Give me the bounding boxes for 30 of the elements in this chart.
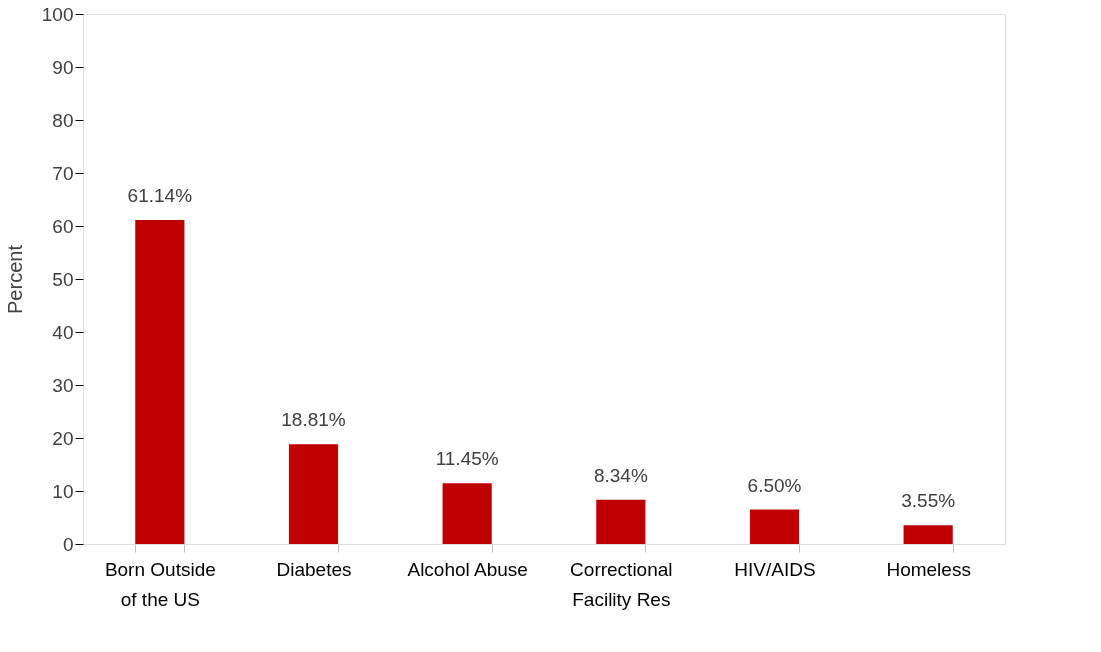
y-tick-label: 100 <box>41 3 74 25</box>
y-tick-label: 90 <box>52 56 74 78</box>
data-label: 3.55% <box>901 490 956 512</box>
bar <box>596 499 646 544</box>
data-label: 8.34% <box>593 464 648 486</box>
bar <box>903 525 953 544</box>
data-label: 6.50% <box>747 474 802 496</box>
y-axis-title: Percent <box>3 244 26 314</box>
x-tick-label: Homeless <box>886 558 971 580</box>
y-tick-label: 50 <box>52 268 74 290</box>
x-tick-label: Correctional Facility Res <box>570 558 673 610</box>
bar <box>749 509 800 544</box>
bar <box>135 219 185 544</box>
y-tick-label: 20 <box>52 427 74 449</box>
y-tick-label: 30 <box>52 374 74 396</box>
x-tick-label: Diabetes <box>276 558 352 580</box>
data-label: 61.14% <box>127 184 193 206</box>
y-tick-label: 60 <box>52 215 74 237</box>
bar <box>442 483 492 544</box>
y-tick-label: 0 <box>62 533 74 555</box>
x-tick-label: HIV/AIDS <box>734 558 816 580</box>
y-tick-label: 40 <box>52 321 74 343</box>
data-label: 18.81% <box>281 409 346 431</box>
data-label: 11.45% <box>435 448 499 470</box>
y-tick-label: 80 <box>52 109 74 131</box>
bar <box>288 444 339 544</box>
x-tick-label: Alcohol Abuse <box>407 558 528 580</box>
y-tick-label: 10 <box>52 480 74 502</box>
y-tick-label: 70 <box>52 162 74 184</box>
x-tick-label: Born Outside of the US <box>104 558 216 610</box>
